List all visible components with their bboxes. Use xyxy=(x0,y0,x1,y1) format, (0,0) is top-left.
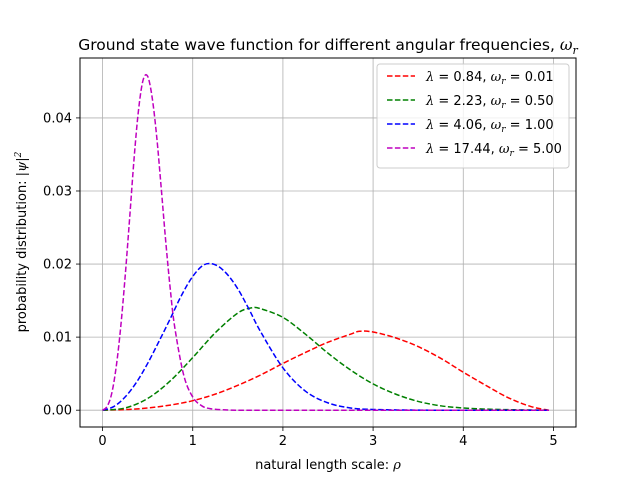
x-tick-label: 1 xyxy=(189,434,197,449)
y-tick-label: 0.00 xyxy=(43,404,72,419)
series-line-4 xyxy=(102,73,549,411)
x-tick-label: 3 xyxy=(369,434,377,449)
x-tick-label: 4 xyxy=(459,434,467,449)
legend-label-1: λ = 0.84, ωr = 0.01 xyxy=(425,70,554,87)
plot-lines xyxy=(102,73,550,411)
x-axis-label: natural length scale: ρ xyxy=(255,458,401,473)
axis-ticks: 0 1 2 3 4 5 0.00 0.01 0.02 0.03 0.04 xyxy=(43,111,558,449)
series-line-1 xyxy=(102,330,550,411)
y-tick-label: 0.03 xyxy=(43,184,72,199)
legend-label-3: λ = 4.06, ωr = 1.00 xyxy=(425,118,554,135)
legend-label-2: λ = 2.23, ωr = 0.50 xyxy=(425,94,554,111)
legend-box xyxy=(376,63,570,169)
y-tick-label: 0.04 xyxy=(43,111,72,126)
y-tick-label: 0.01 xyxy=(43,331,72,346)
plot-frame xyxy=(79,57,577,428)
x-tick-label: 5 xyxy=(549,434,557,449)
y-axis-label: probability distribution: |ψ|2 xyxy=(14,151,30,332)
chart-title: Ground state wave function for different… xyxy=(78,36,578,57)
legend: λ = 0.84, ωr = 0.01 λ = 2.23, ωr = 0.50 λ … xyxy=(376,63,570,169)
legend-label-4: λ = 17.44, ωr = 5.00 xyxy=(425,142,562,159)
x-tick-label: 0 xyxy=(98,434,106,449)
series-line-3 xyxy=(102,262,549,411)
y-tick-label: 0.02 xyxy=(43,258,72,273)
x-tick-label: 2 xyxy=(279,434,287,449)
series-line-2 xyxy=(102,306,549,411)
